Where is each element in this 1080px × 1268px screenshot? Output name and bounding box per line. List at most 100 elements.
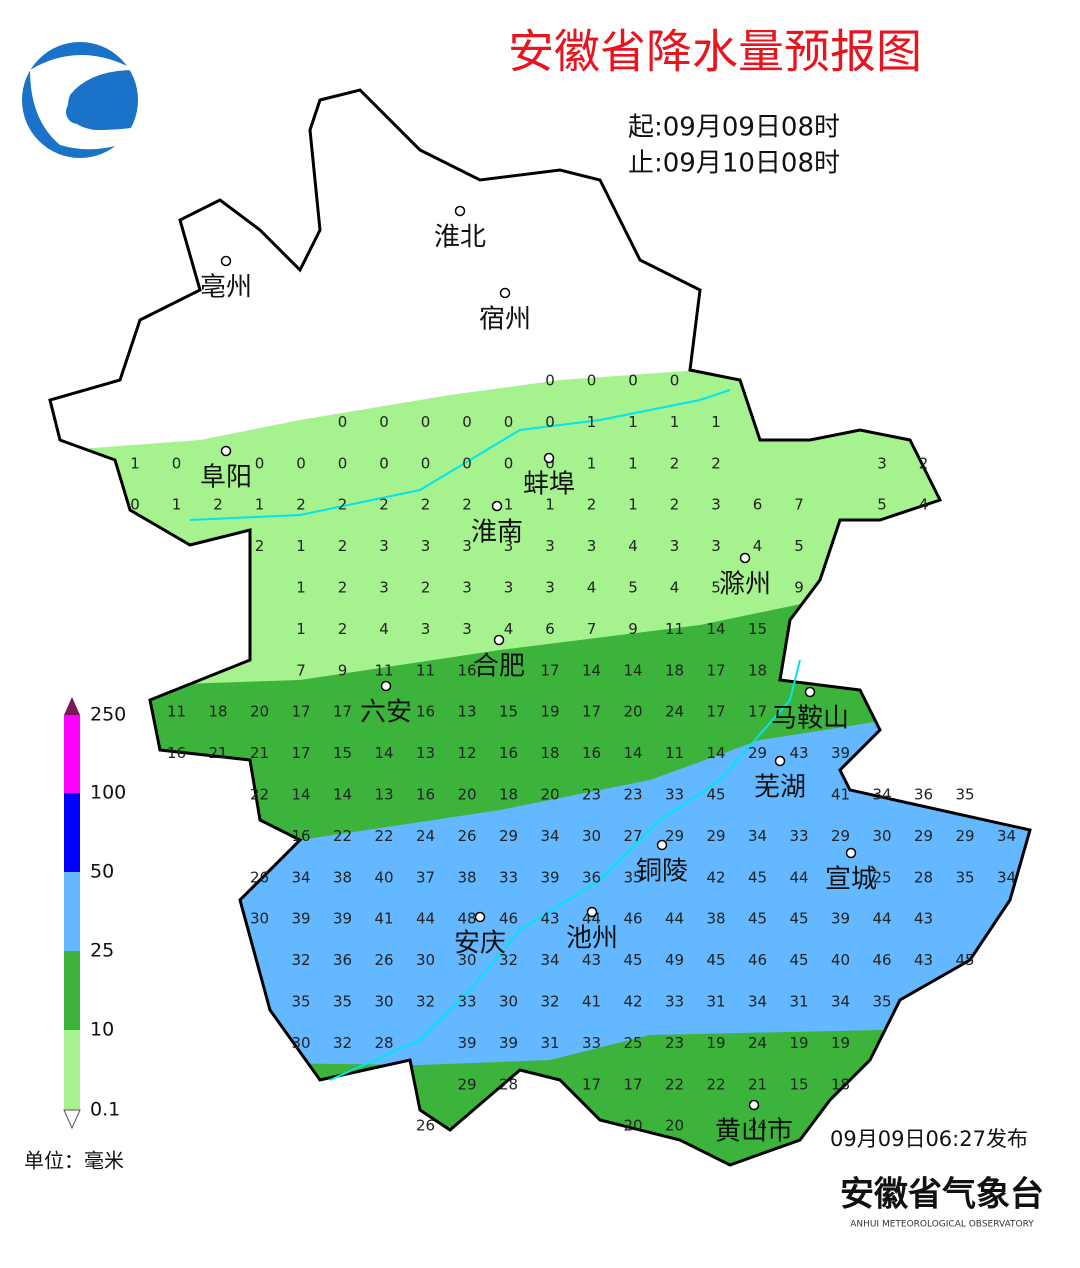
rain-value: 33 [665,993,684,1011]
city-name: 阜阳 [200,463,252,493]
rain-value: 32 [333,1034,352,1052]
rain-value: 29 [914,827,933,845]
rain-value: 1 [587,413,597,431]
rain-value: 34 [997,827,1016,845]
rain-value: 3 [379,579,389,597]
rain-value: 42 [623,993,642,1011]
rain-value: 36 [333,951,352,969]
rain-value: 32 [499,951,518,969]
rain-value: 3 [421,537,431,555]
rain-value: 3 [587,537,597,555]
rain-value: 2 [213,496,223,514]
rain-value: 28 [914,868,933,886]
rain-value: 11 [374,661,393,679]
rain-value: 2 [670,496,680,514]
rain-value: 2 [338,579,348,597]
rain-value: 30 [457,951,476,969]
rain-value: 29 [955,827,974,845]
rain-value: 1 [504,496,514,514]
city-dot [804,686,816,698]
rain-value: 44 [665,910,684,928]
rain-value: 29 [665,827,684,845]
rain-value: 20 [623,703,642,721]
rain-value: 44 [416,910,435,928]
city-name: 宿州 [479,305,531,335]
rain-value: 17 [582,1075,601,1093]
rain-value: 2 [338,620,348,638]
rain-value: 1 [628,413,638,431]
province-outline [48,88,1032,1167]
rain-value: 21 [748,1075,767,1093]
rain-value: 3 [545,579,555,597]
rain-value: 1 [172,496,182,514]
rain-value: 2 [670,454,680,472]
rain-value: 9 [628,620,638,638]
rain-value: 45 [748,910,767,928]
rain-value: 30 [291,1034,310,1052]
city-dot [220,255,232,267]
rain-value: 18 [499,786,518,804]
rain-value: 0 [338,413,348,431]
rain-value: 28 [499,1075,518,1093]
rain-value: 11 [167,703,186,721]
rain-value: 9 [338,661,348,679]
rain-value: 13 [374,786,393,804]
rain-value: 30 [250,910,269,928]
rain-value: 15 [333,744,352,762]
rain-value: 7 [296,661,306,679]
rain-value: 29 [706,827,725,845]
rain-value: 0 [172,454,182,472]
rain-value: 14 [333,786,352,804]
rain-value: 35 [333,993,352,1011]
rain-value: 35 [955,868,974,886]
rain-value: 14 [291,786,310,804]
rain-value: 25 [623,1034,642,1052]
rain-value: 31 [706,993,725,1011]
rain-value: 21 [208,744,227,762]
rain-value: 3 [711,496,721,514]
rain-value: 6 [545,620,555,638]
city-name: 芜湖 [754,773,806,803]
rain-value: 0 [462,454,472,472]
logo [22,42,170,158]
rain-value: 33 [457,993,476,1011]
city-dot [748,1099,760,1111]
rain-value: 33 [789,827,808,845]
rain-value: 1 [255,496,265,514]
rain-value: 21 [250,744,269,762]
rain-value: 19 [789,1034,808,1052]
rain-value: 0 [379,413,389,431]
rain-value: 17 [706,661,725,679]
rain-value: 9 [794,579,804,597]
city-dot [656,839,668,851]
rain-value: 0 [545,454,555,472]
rain-value: 31 [789,993,808,1011]
rain-value: 5 [711,579,721,597]
rain-value: 5 [794,537,804,555]
rain-value: 3 [711,537,721,555]
rain-value: 40 [831,951,850,969]
city-name: 宣城 [825,865,877,895]
rain-value: 14 [623,661,642,679]
rain-value: 5 [877,496,887,514]
rain-value: 36 [582,868,601,886]
city-name: 六安 [360,698,412,728]
rain-value: 0 [379,454,389,472]
rain-value: 4 [628,537,638,555]
rain-value: 29 [499,827,518,845]
rain-value: 17 [333,703,352,721]
rain-value: 13 [416,744,435,762]
rain-value: 16 [416,703,435,721]
rain-value: 17 [291,703,310,721]
rain-value: 22 [665,1075,684,1093]
rain-value: 43 [914,951,933,969]
rain-value: 11 [665,620,684,638]
rain-value: 32 [416,993,435,1011]
org-name-en: ANHUI METEOROLOGICAL OBSERVATORY [850,1220,1034,1230]
rain-value: 26 [250,868,269,886]
rain-value: 15 [748,620,767,638]
city-name: 淮北 [434,223,486,253]
rain-value: 0 [504,454,514,472]
rain-value: 49 [665,951,684,969]
